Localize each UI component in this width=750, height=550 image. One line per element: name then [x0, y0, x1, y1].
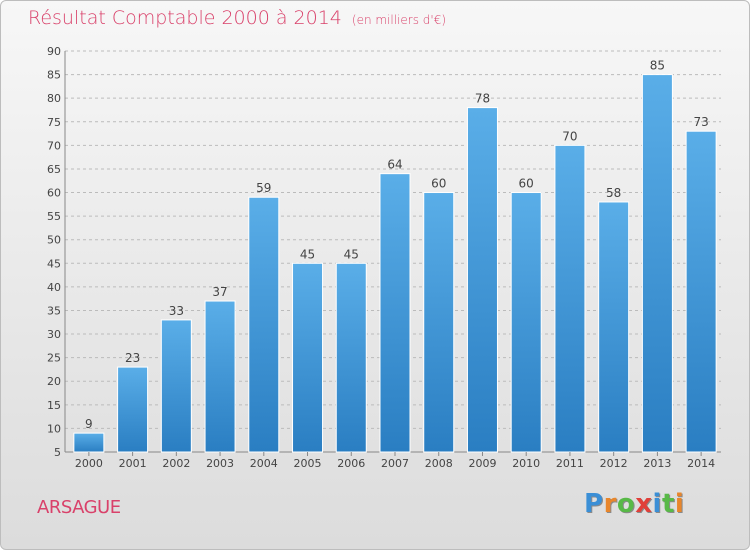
- y-tick-label: 5: [54, 446, 61, 459]
- x-tick-label: 2008: [425, 457, 453, 470]
- bar: [73, 432, 105, 453]
- y-tick-label: 55: [47, 210, 61, 223]
- y-tick-label: 35: [47, 304, 61, 317]
- x-tick-label: 2002: [162, 457, 190, 470]
- x-tick-label: 2014: [687, 457, 715, 470]
- y-tick-label: 75: [47, 116, 61, 129]
- chart-title: Résultat Comptable 2000 à 2014 (en millie…: [28, 7, 446, 29]
- data-label: 9: [85, 417, 93, 431]
- data-label: 73: [693, 115, 708, 129]
- y-tick-label: 15: [47, 399, 61, 412]
- x-tick-label: 2006: [337, 457, 365, 470]
- bar: [292, 262, 324, 453]
- x-tick-label: 2009: [468, 457, 496, 470]
- y-tick-label: 60: [47, 187, 61, 200]
- data-label: 78: [475, 92, 490, 106]
- y-tick-label: 25: [47, 352, 61, 365]
- y-tick-label: 80: [47, 92, 61, 105]
- x-tick-label: 2001: [119, 457, 147, 470]
- y-tick-label: 85: [47, 69, 61, 82]
- x-tick-label: 2005: [294, 457, 322, 470]
- data-label: 60: [519, 177, 534, 191]
- data-label: 64: [387, 158, 402, 172]
- data-label: 45: [344, 247, 359, 261]
- data-label: 60: [431, 177, 446, 191]
- x-tick-label: 2000: [75, 457, 103, 470]
- logo-letter: i: [652, 489, 662, 519]
- logo-letter: P: [584, 489, 604, 519]
- data-label: 70: [562, 129, 577, 143]
- bar: [248, 196, 280, 453]
- bar: [641, 74, 673, 453]
- x-tick-label: 2012: [600, 457, 628, 470]
- bar: [685, 130, 717, 453]
- bar: [598, 201, 630, 453]
- y-tick-label: 10: [47, 422, 61, 435]
- bar: [379, 173, 411, 453]
- data-label: 23: [125, 351, 140, 365]
- bar: [423, 192, 455, 453]
- y-tick-label: 30: [47, 328, 61, 341]
- data-label: 59: [256, 181, 271, 195]
- y-tick-label: 70: [47, 139, 61, 152]
- commune-name: ARSAGUE: [37, 497, 121, 518]
- logo-letter: i: [674, 489, 685, 519]
- data-label: 58: [606, 186, 621, 200]
- y-tick-label: 45: [47, 257, 61, 270]
- bar: [335, 262, 367, 453]
- y-tick-label: 65: [47, 163, 61, 176]
- logo-letter: r: [603, 489, 617, 519]
- data-label: 33: [169, 304, 184, 318]
- y-tick-label: 50: [47, 234, 61, 247]
- logo-letter: o: [616, 489, 636, 519]
- x-tick-label: 2011: [556, 457, 584, 470]
- bar: [466, 107, 498, 453]
- x-tick-label: 2007: [381, 457, 409, 470]
- x-tick-label: 2004: [250, 457, 278, 470]
- y-tick-label: 20: [47, 375, 61, 388]
- data-label: 85: [650, 59, 665, 73]
- x-tick-label: 2010: [512, 457, 540, 470]
- chart-title-text: Résultat Comptable 2000 à 2014: [28, 7, 342, 29]
- data-label: 37: [212, 285, 227, 299]
- bar: [117, 366, 149, 453]
- bar: [204, 300, 236, 453]
- data-label: 45: [300, 247, 315, 261]
- y-tick-label: 90: [47, 45, 61, 58]
- logo-letter: t: [661, 489, 675, 519]
- y-tick-label: 40: [47, 281, 61, 294]
- x-tick-label: 2003: [206, 457, 234, 470]
- bar: [160, 319, 192, 453]
- chart-unit-text: (en milliers d'€): [351, 13, 447, 27]
- logo-letter: x: [635, 489, 653, 519]
- bar: [510, 192, 542, 453]
- proxiti-logo: Proxiti: [584, 489, 684, 519]
- x-tick-label: 2013: [643, 457, 671, 470]
- bar: [554, 144, 586, 453]
